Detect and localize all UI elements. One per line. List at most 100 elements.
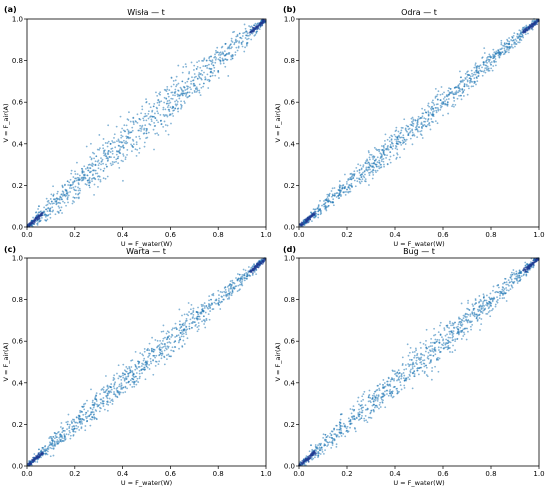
scatter-point: [57, 205, 60, 208]
scatter-point: [414, 347, 417, 350]
scatter-point: [412, 118, 415, 121]
scatter-point: [145, 360, 147, 363]
scatter-point: [511, 273, 514, 276]
scatter-point: [233, 41, 236, 44]
scatter-point: [485, 68, 488, 71]
scatter-point: [474, 313, 477, 316]
scatter-point: [314, 456, 316, 459]
scatter-point: [328, 195, 331, 198]
scatter-point: [52, 435, 55, 438]
scatter-point: [98, 162, 101, 165]
scatter-point: [219, 301, 222, 304]
scatter-point: [420, 356, 423, 359]
scatter-point: [323, 200, 325, 202]
scatter-point: [211, 74, 214, 77]
scatter-point: [386, 393, 388, 395]
scatter-point: [33, 458, 35, 460]
scatter-point: [366, 158, 368, 161]
scatter-point: [71, 202, 74, 205]
scatter-point: [301, 223, 304, 226]
scatter-point: [514, 38, 517, 41]
scatter-point: [404, 143, 407, 145]
scatter-point: [96, 403, 98, 406]
scatter-point: [175, 104, 178, 107]
scatter-point: [57, 440, 60, 443]
scatter-point: [463, 315, 466, 318]
scatter-point: [327, 443, 330, 446]
scatter-point: [154, 339, 157, 341]
scatter-point: [169, 106, 172, 109]
scatter-point: [71, 418, 74, 421]
scatter-point: [446, 103, 449, 106]
scatter-point: [254, 28, 256, 30]
scatter-point: [199, 312, 202, 315]
scatter-point: [432, 113, 435, 116]
scatter-point: [145, 132, 148, 135]
scatter-point: [116, 386, 119, 389]
scatter-point: [50, 435, 53, 438]
scatter-point: [316, 207, 319, 210]
scatter-point: [394, 135, 397, 138]
scatter-point: [127, 381, 130, 383]
scatter-point: [356, 170, 359, 172]
scatter-point: [118, 166, 121, 169]
scatter-point: [159, 346, 161, 349]
scatter-point: [135, 383, 138, 386]
scatter-point: [423, 117, 426, 120]
scatter-point: [459, 321, 462, 323]
scatter-point: [46, 453, 49, 456]
scatter-point: [154, 132, 157, 135]
scatter-point: [474, 64, 477, 66]
scatter-point: [436, 338, 439, 341]
scatter-point: [375, 171, 377, 174]
scatter-point: [480, 70, 483, 73]
scatter-point: [362, 164, 365, 167]
scatter-point: [503, 47, 506, 50]
scatter-point: [420, 347, 422, 349]
y-tick-label: 0.4: [284, 140, 296, 148]
scatter-point: [252, 30, 255, 32]
scatter-point: [463, 85, 466, 88]
scatter-point: [472, 73, 475, 76]
scatter-point: [327, 204, 330, 207]
scatter-point: [238, 32, 241, 35]
scatter-point: [95, 392, 98, 395]
scatter-point: [206, 64, 209, 67]
scatter-point: [509, 281, 511, 284]
scatter-point: [384, 143, 387, 146]
scatter-point: [182, 339, 185, 342]
scatter-point: [366, 408, 369, 411]
scatter-point: [127, 372, 129, 375]
scatter-point: [524, 266, 527, 269]
scatter-point: [132, 116, 135, 119]
scatter-point: [228, 293, 231, 296]
y-tick-label: 0.0: [12, 224, 23, 232]
scatter-point: [325, 197, 328, 200]
scatter-point: [396, 153, 399, 156]
scatter-point: [353, 427, 356, 429]
y-axis-label: V = F_air(A): [2, 343, 10, 382]
scatter-point: [67, 184, 70, 186]
scatter-point: [97, 164, 100, 167]
scatter-point: [533, 20, 536, 22]
scatter-point: [520, 36, 522, 38]
scatter-point: [326, 435, 329, 437]
scatter-point: [72, 430, 74, 433]
scatter-point: [115, 160, 117, 163]
scatter-point: [413, 354, 416, 357]
scatter-point: [367, 161, 370, 164]
y-tick-label: 0.8: [12, 57, 23, 65]
scatter-point: [257, 263, 260, 265]
scatter-point: [169, 342, 172, 344]
scatter-point: [198, 83, 201, 86]
scatter-point: [214, 55, 217, 58]
scatter-point: [460, 80, 463, 82]
scatter-point: [113, 141, 116, 144]
scatter-point: [111, 161, 114, 163]
scatter-point: [89, 156, 92, 158]
scatter-point: [307, 216, 310, 219]
scatter-point: [391, 148, 394, 150]
scatter-point: [382, 149, 384, 151]
scatter-point: [338, 186, 341, 189]
scatter-point: [434, 87, 437, 90]
